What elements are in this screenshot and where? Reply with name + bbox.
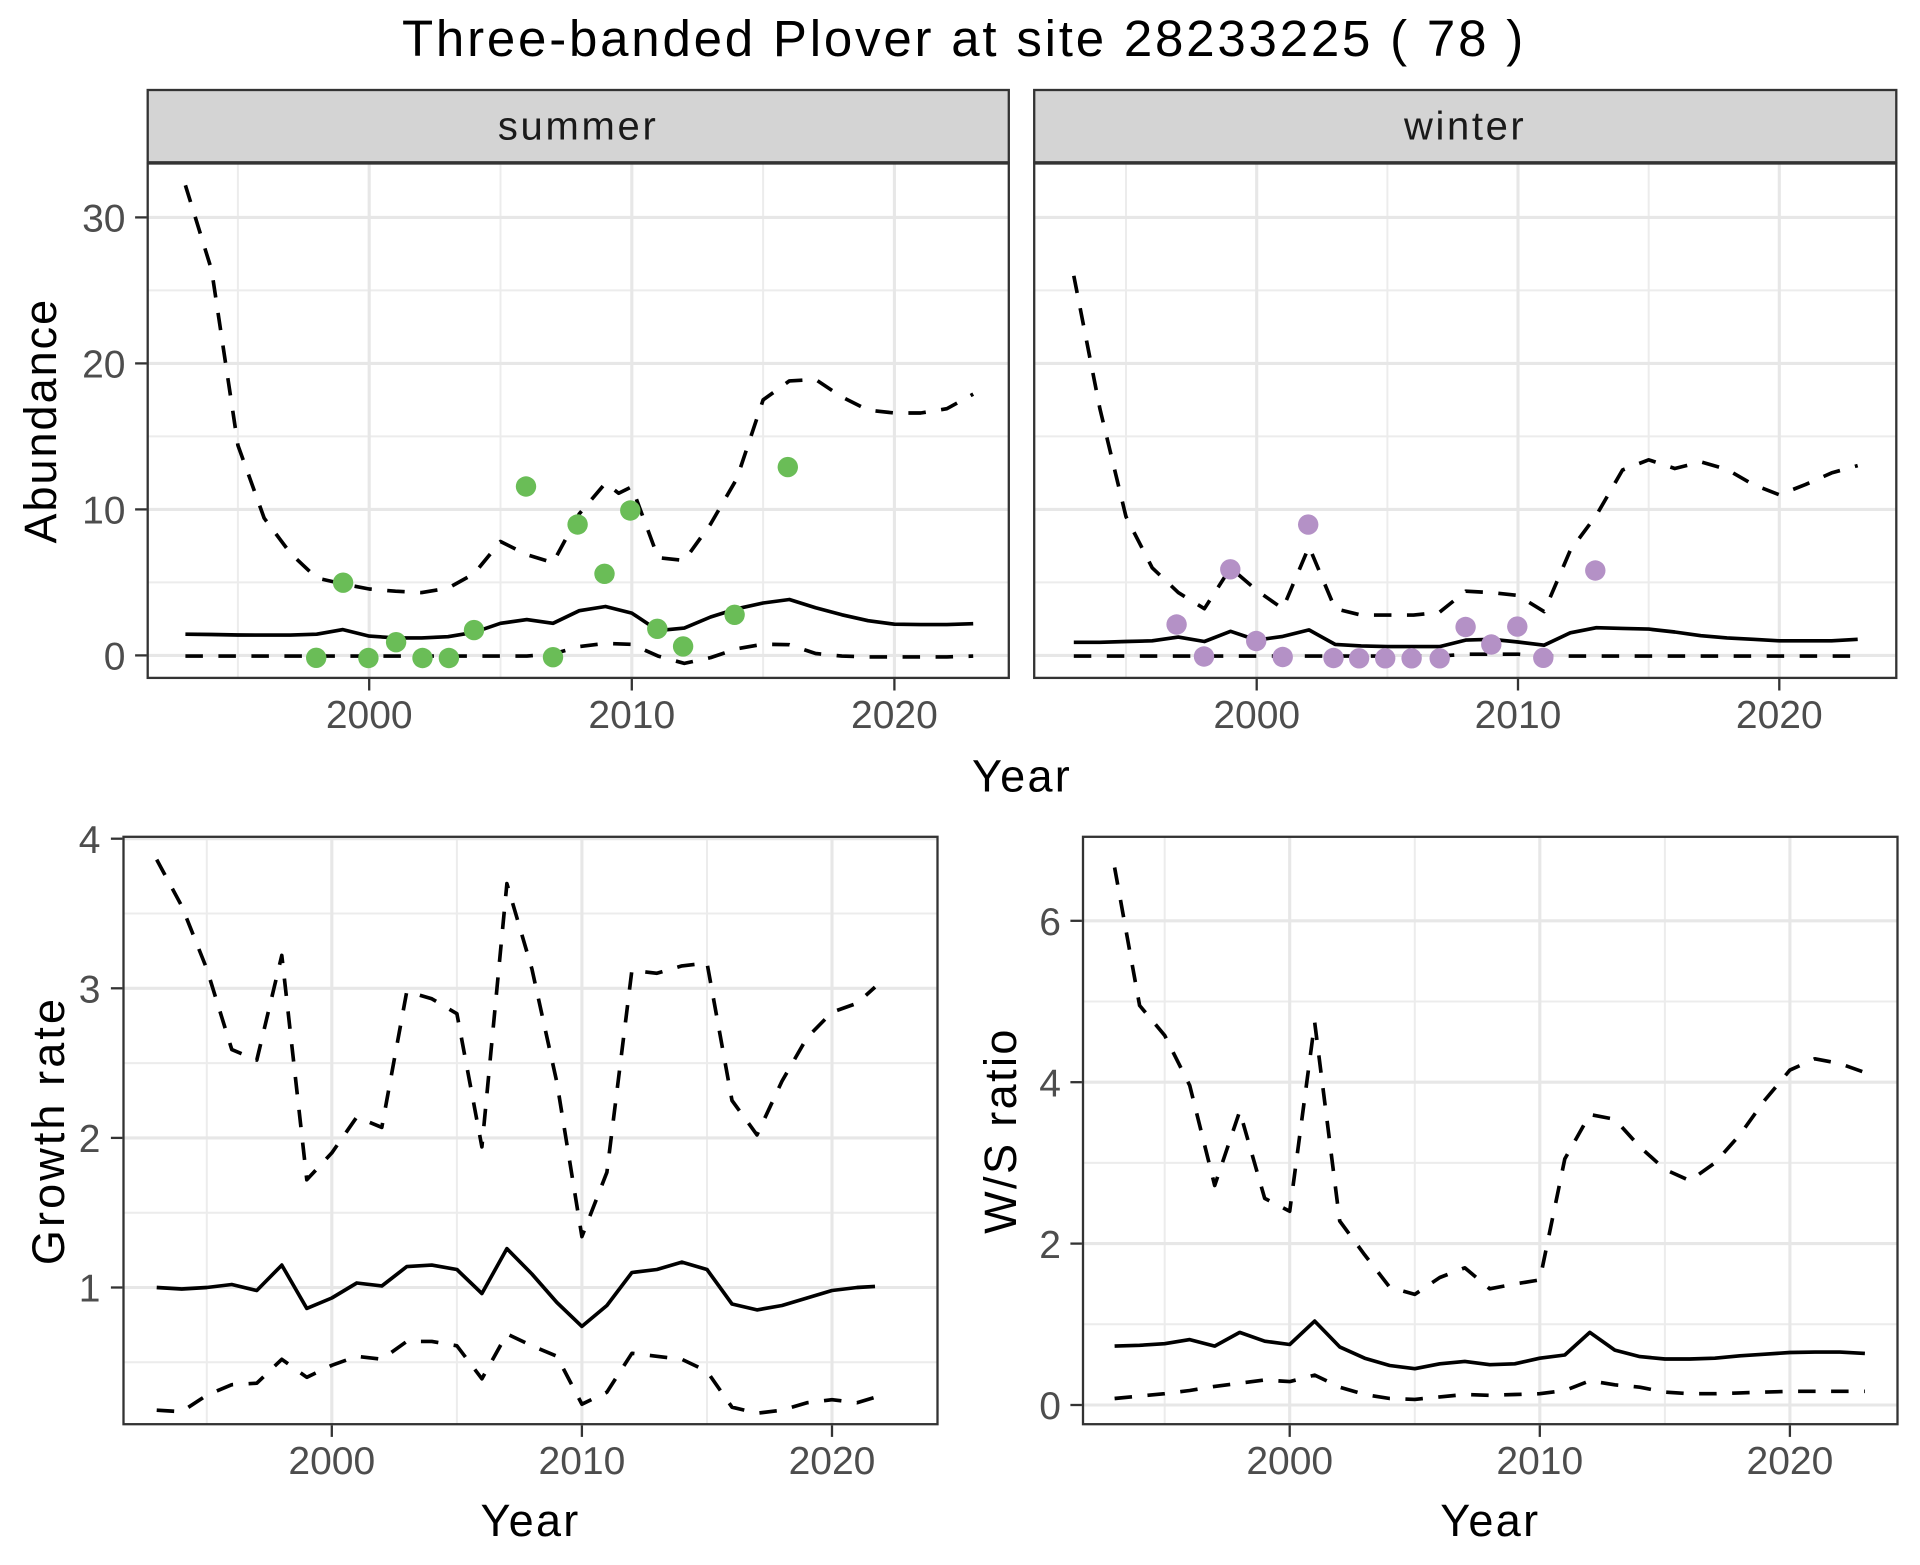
svg-text:2020: 2020 bbox=[1747, 1440, 1834, 1483]
svg-text:Year: Year bbox=[480, 1495, 580, 1546]
svg-text:2000: 2000 bbox=[1213, 694, 1300, 737]
svg-text:30: 30 bbox=[82, 198, 125, 241]
svg-text:2020: 2020 bbox=[789, 1440, 876, 1483]
svg-text:Growth rate: Growth rate bbox=[23, 996, 74, 1265]
svg-text:10: 10 bbox=[82, 490, 125, 533]
svg-text:winter: winter bbox=[1403, 105, 1526, 149]
svg-text:2010: 2010 bbox=[1496, 1440, 1583, 1483]
svg-text:2000: 2000 bbox=[326, 694, 413, 737]
svg-text:6: 6 bbox=[1039, 901, 1061, 944]
svg-text:Year: Year bbox=[972, 751, 1072, 802]
svg-text:4: 4 bbox=[1039, 1062, 1061, 1105]
svg-text:Three-banded Plover at site 28: Three-banded Plover at site 28233225 ( 7… bbox=[402, 10, 1526, 67]
svg-text:2010: 2010 bbox=[539, 1440, 626, 1483]
svg-text:4: 4 bbox=[79, 819, 101, 862]
svg-text:0: 0 bbox=[104, 636, 126, 679]
svg-text:2020: 2020 bbox=[851, 694, 938, 737]
svg-text:2000: 2000 bbox=[1246, 1440, 1333, 1483]
svg-text:2: 2 bbox=[79, 1118, 101, 1161]
svg-text:0: 0 bbox=[1039, 1385, 1061, 1428]
svg-text:Abundance: Abundance bbox=[15, 298, 66, 544]
svg-text:2020: 2020 bbox=[1736, 694, 1823, 737]
svg-text:Year: Year bbox=[1440, 1495, 1540, 1546]
svg-text:W/S ratio: W/S ratio bbox=[975, 1027, 1026, 1234]
svg-text:20: 20 bbox=[82, 344, 125, 387]
svg-text:3: 3 bbox=[79, 969, 101, 1012]
svg-text:summer: summer bbox=[498, 105, 659, 149]
svg-text:2010: 2010 bbox=[588, 694, 675, 737]
svg-text:2000: 2000 bbox=[288, 1440, 375, 1483]
svg-text:1: 1 bbox=[79, 1268, 101, 1311]
svg-text:2: 2 bbox=[1039, 1224, 1061, 1267]
svg-text:2010: 2010 bbox=[1475, 694, 1562, 737]
